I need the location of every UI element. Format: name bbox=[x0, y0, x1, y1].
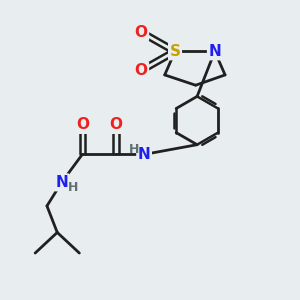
Text: H: H bbox=[129, 143, 139, 157]
Text: S: S bbox=[169, 44, 181, 59]
Text: O: O bbox=[76, 118, 89, 133]
Text: N: N bbox=[208, 44, 221, 59]
Text: H: H bbox=[68, 181, 78, 194]
Text: N: N bbox=[55, 175, 68, 190]
Text: N: N bbox=[138, 147, 151, 162]
Text: O: O bbox=[135, 25, 148, 40]
Text: O: O bbox=[110, 118, 123, 133]
Text: O: O bbox=[135, 63, 148, 78]
